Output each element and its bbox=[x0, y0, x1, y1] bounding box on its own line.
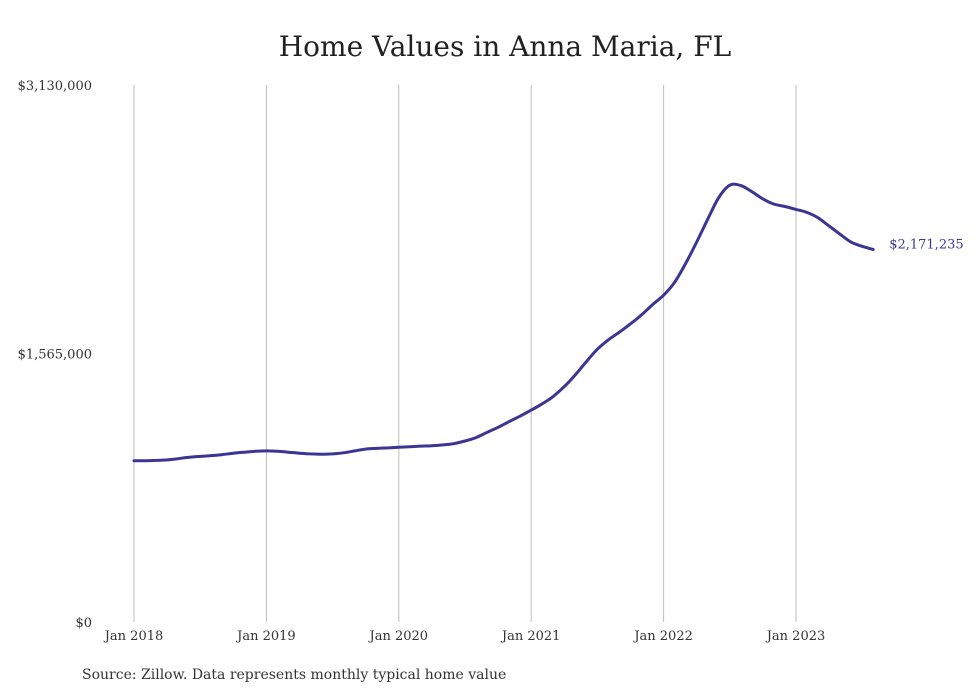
home-value-line bbox=[132, 182, 875, 463]
x-tick-label: Jan 2022 bbox=[632, 629, 693, 644]
x-tick-label: Jan 2018 bbox=[103, 629, 164, 644]
y-tick-label: $1,565,000 bbox=[18, 348, 92, 363]
x-tick-label: Jan 2019 bbox=[235, 629, 296, 644]
x-tick-label: Jan 2023 bbox=[765, 629, 826, 644]
x-axis-ticks: Jan 2018 Jan 2019 Jan 2020 Jan 2021 Jan 2022… bbox=[103, 629, 826, 644]
y-axis-ticks: $3,130,000 $1,565,000 $0 bbox=[18, 79, 92, 631]
gridlines bbox=[133, 85, 797, 622]
y-tick-label: $3,130,000 bbox=[18, 79, 92, 94]
x-tick-label: Jan 2021 bbox=[500, 629, 561, 644]
source-note: Source: Zillow. Data represents monthly … bbox=[82, 667, 507, 683]
x-tick-label: Jan 2020 bbox=[368, 629, 429, 644]
end-value-label: $2,171,235 bbox=[889, 237, 963, 252]
y-tick-label: $0 bbox=[75, 616, 92, 631]
chart-title: Home Values in Anna Maria, FL bbox=[278, 30, 732, 63]
